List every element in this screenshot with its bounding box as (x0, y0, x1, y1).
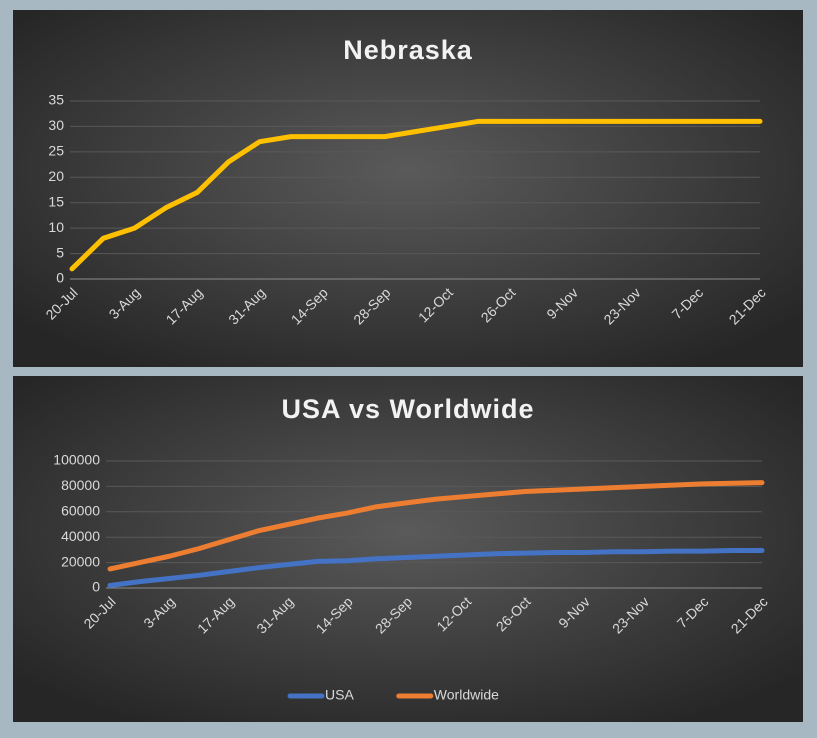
y-tick-label: 20 (48, 168, 64, 184)
y-tick-label: 10 (48, 219, 64, 235)
y-tick-label: 60000 (61, 503, 100, 519)
y-tick-label: 15 (48, 193, 64, 209)
y-tick-label: 80000 (61, 477, 100, 493)
chart-title: Nebraska (343, 35, 473, 65)
y-tick-label: 30 (48, 117, 64, 133)
data-line (69, 118, 763, 272)
chart-title: USA vs Worldwide (281, 394, 534, 424)
y-tick-label: 25 (48, 143, 64, 159)
data-line (107, 548, 765, 588)
y-tick-label: 0 (56, 270, 64, 286)
y-tick-label: 35 (48, 92, 64, 108)
data-line (107, 480, 765, 572)
y-tick-label: 20000 (61, 553, 100, 569)
legend-label: USA (325, 687, 354, 703)
y-tick-label: 100000 (53, 452, 100, 468)
legend-label: Worldwide (434, 687, 499, 703)
y-tick-label: 40000 (61, 528, 100, 544)
y-tick-label: 0 (92, 579, 100, 595)
chart-panel (13, 10, 803, 367)
y-tick-label: 5 (56, 244, 64, 260)
